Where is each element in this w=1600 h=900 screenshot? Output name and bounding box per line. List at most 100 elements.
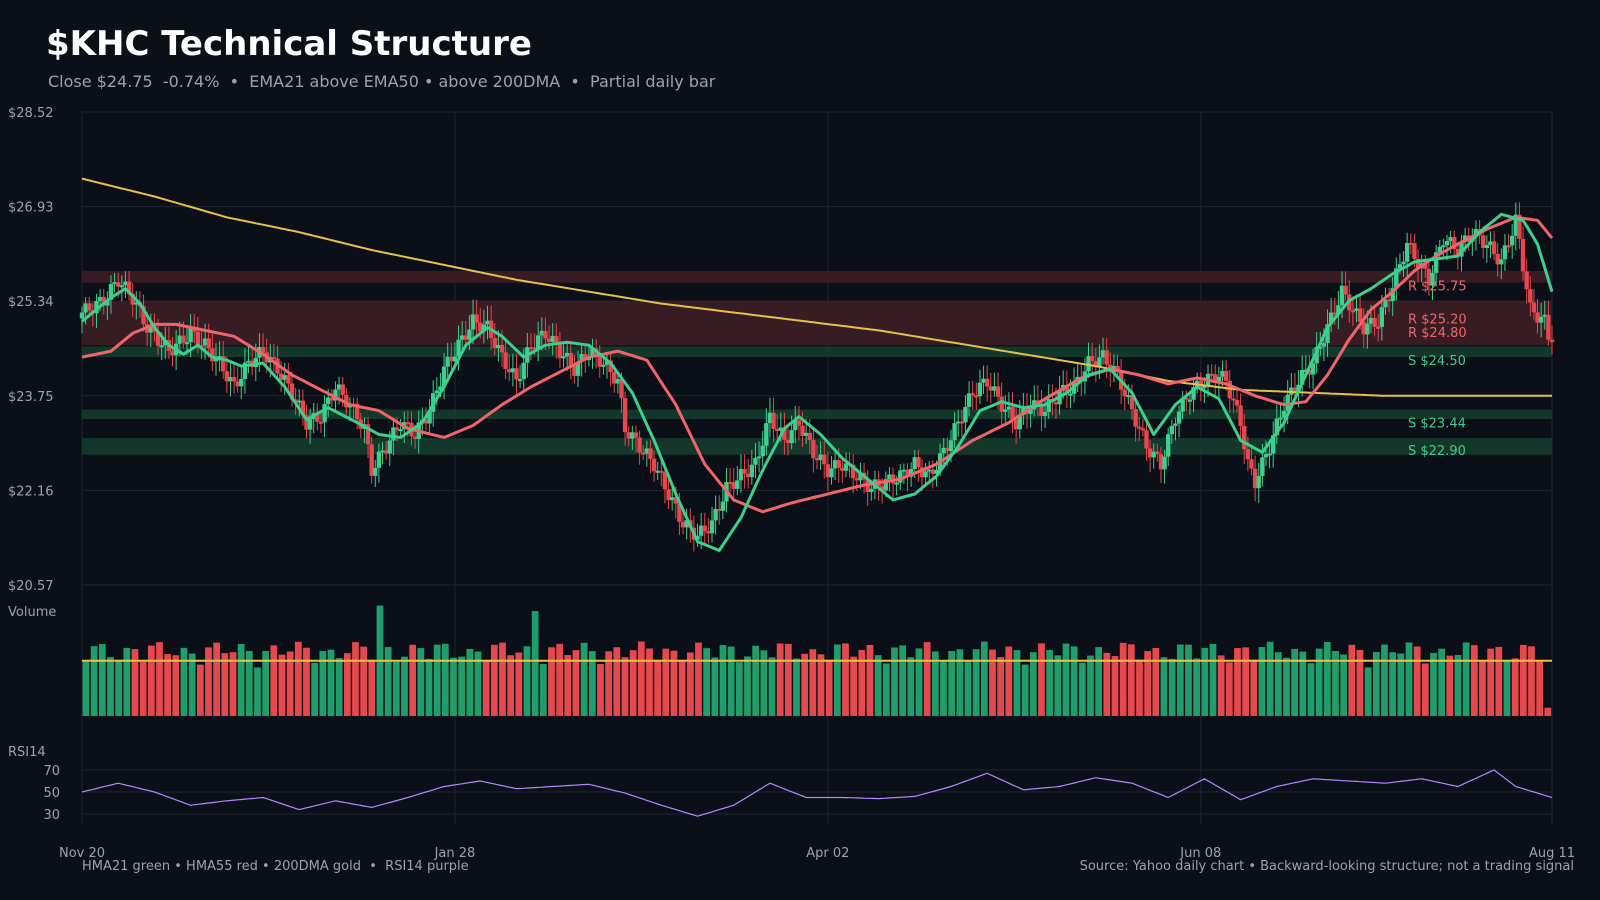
volume-bar [205,647,212,716]
candle-up [1390,288,1395,301]
volume-bar [131,649,139,716]
candle-down [340,384,345,395]
candle-up [441,366,447,387]
x-tick-label: Nov 20 [59,846,105,861]
volume-bar [196,664,204,716]
candle-up [297,400,302,403]
candle-down [633,432,639,438]
candle-up [1017,414,1022,430]
volume-bar [180,647,188,716]
candle-up [336,384,342,390]
candle-up [282,375,287,380]
candle-up [496,344,501,349]
candle-up [1339,285,1345,306]
volume-bar [466,648,474,716]
candle-up [561,356,566,359]
candle-up [1216,376,1222,384]
volume-bar [450,657,457,716]
candle-down [622,398,628,433]
volume-bar [915,648,923,716]
candle-down [1357,308,1363,322]
volume-bar [1209,644,1217,716]
volume-bar [1413,646,1421,716]
volume-bar [727,646,735,716]
candle-up [1448,237,1453,242]
volume-bar [719,645,727,716]
resistance-level-label: R $25.20 [1408,312,1467,327]
candle-down [1376,326,1381,329]
candle-down [1546,314,1551,340]
volume-bar [597,664,604,716]
candle-up [764,423,769,446]
candle-up [843,463,849,471]
candle-down [814,458,820,461]
volume-bar [899,645,907,716]
volume-bar [343,653,351,716]
candle-down [1147,448,1153,458]
volume-bar [1536,660,1544,716]
support-level-label: S $22.90 [1408,444,1466,459]
volume-bar [188,653,196,716]
candle-up [923,471,928,478]
candle-down [1491,241,1497,254]
candle-down [514,368,519,380]
candle-up [793,420,798,431]
candle-down [731,482,736,489]
volume-bar [245,650,253,716]
candle-up [1260,457,1265,477]
volume-bar [825,659,833,716]
volume-bar [1495,646,1503,716]
candle-up [536,335,541,349]
candle-up [148,325,153,333]
volume-bar [1430,652,1437,716]
support-zone [82,346,1552,358]
candle-up [376,451,382,468]
volume-bar [605,651,613,716]
candle-up [977,382,983,397]
candle-up [1220,370,1225,377]
candle-up [452,356,458,362]
volume-bar [1054,655,1062,716]
volume-bar [686,652,694,716]
volume-bar [744,656,751,716]
candle-down [1386,299,1392,302]
volume-bar [956,649,964,716]
candle-down [1361,321,1366,335]
candle-up [202,338,208,346]
x-tick-label: Apr 02 [806,846,849,861]
volume-bar [678,661,686,716]
volume-bar [335,658,343,716]
candle-up [253,357,258,368]
volume-bar [1070,646,1078,716]
candles [79,202,1555,552]
candle-down [1223,370,1229,381]
candle-down [492,338,497,349]
candle-down [974,395,979,398]
candle-up [630,432,635,439]
candle-down [383,450,389,454]
candle-down [344,394,349,408]
volume-bar [1381,644,1388,716]
volume-bar [147,645,155,716]
volume-bar [1479,660,1486,716]
volume-bar [1544,707,1552,716]
candle-down [608,360,613,373]
candle-down [1144,430,1149,449]
candle-up [615,379,621,384]
volume-bar [580,642,588,716]
volume-bar [997,657,1005,716]
candle-down [1184,397,1189,400]
candle-down [1093,361,1098,368]
candle-down [221,356,226,372]
volume-bar [972,649,980,716]
candle-up [1169,425,1175,435]
candle-down [626,432,631,439]
volume-bar [940,660,947,716]
volume-bar [1021,664,1029,716]
candle-up [485,320,490,325]
volume-bar [221,653,229,716]
volume-bar [499,642,506,716]
candle-up [1383,299,1388,308]
volume-bar [1062,643,1070,716]
candle-up [575,361,581,376]
